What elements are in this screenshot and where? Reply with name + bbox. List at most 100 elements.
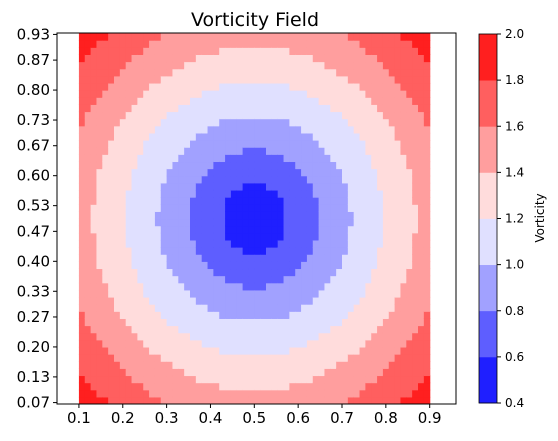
contour-cell [154,368,162,377]
contour-cell [96,75,103,84]
contour-cell [306,125,314,134]
contour-cell [406,382,413,391]
contour-cell [301,396,308,404]
contour-cell [172,161,179,170]
contour-cell [96,168,103,177]
contour-cell [96,239,103,248]
contour-cell [166,375,174,384]
contour-cell [195,311,203,319]
contour-cell [78,118,86,127]
contour-cell [400,47,407,55]
contour-cell [324,75,331,84]
contour-cell [248,275,255,284]
contour-cell [324,47,331,55]
contour-cell [394,247,402,255]
contour-cell [149,47,156,55]
contour-cell [96,396,103,404]
contour-cell [149,168,156,177]
contour-cell [277,147,285,155]
contour-cell [78,61,86,70]
contour-cell [213,261,220,270]
contour-cell [359,175,366,184]
contour-cell [131,318,138,327]
contour-cell [336,375,343,384]
contour-cell [412,161,419,170]
contour-cell [90,197,98,205]
contour-cell [289,54,296,63]
contour-cell [96,289,103,298]
contour-cell [184,161,191,170]
contour-cell [254,75,261,84]
contour-cell [301,54,308,63]
contour-cell [365,247,372,255]
contour-cell [195,154,203,163]
contour-cell [306,189,314,198]
contour-cell [172,132,179,141]
contour-cell [423,361,431,369]
contour-cell [160,82,168,91]
contour-cell [195,75,203,84]
contour-cell [295,132,302,141]
contour-cell [96,33,103,41]
contour-cell [271,375,279,384]
contour-cell [154,339,162,348]
contour-cell [125,97,133,105]
contour-cell [377,346,384,355]
contour-cell [347,125,355,134]
contour-cell [289,182,296,191]
contour-cell [84,268,92,277]
contour-cell [166,275,174,284]
contour-cell [248,125,255,134]
contour-cell [160,361,168,369]
contour-cell [377,275,384,284]
contour-cell [266,111,273,120]
contour-cell [359,204,366,212]
contour-cell [423,161,431,170]
contour-cell [90,375,98,384]
contour-cell [342,218,349,227]
contour-cell [324,389,331,398]
contour-cell [213,296,220,305]
contour-cell [184,168,191,177]
contour-cell [283,82,290,91]
contour-cell [230,54,238,63]
contour-cell [154,204,162,212]
contour-cell [213,332,220,341]
contour-cell [377,33,384,41]
contour-cell [271,40,279,48]
contour-cell [377,154,384,163]
contour-cell [230,204,238,212]
contour-cell [324,296,331,305]
contour-cell [195,239,203,248]
contour-cell [230,125,238,134]
contour-cell [90,118,98,127]
contour-cell [84,211,92,220]
contour-cell [137,375,144,384]
contour-cell [347,132,355,141]
contour-cell [394,40,402,48]
contour-cell [254,218,261,227]
contour-cell [382,104,390,113]
contour-cell [406,82,413,91]
contour-cell [382,275,390,284]
contour-cell [388,332,396,341]
contour-cell [353,61,361,70]
contour-cell [207,247,214,255]
contour-cell [371,318,378,327]
contour-cell [371,132,378,141]
contour-cell [178,368,185,377]
contour-cell [207,346,214,355]
contour-cell [149,111,156,120]
contour-cell [418,225,425,234]
contour-cell [213,396,220,404]
contour-cell [131,132,138,141]
contour-cell [102,346,109,355]
contour-cell [230,304,238,312]
contour-cell [406,168,413,177]
contour-cell [336,182,343,191]
contour-cell [423,368,431,377]
contour-cell [423,40,431,48]
contour-cell [289,247,296,255]
contour-cell [382,47,390,55]
contour-cell [330,33,337,41]
